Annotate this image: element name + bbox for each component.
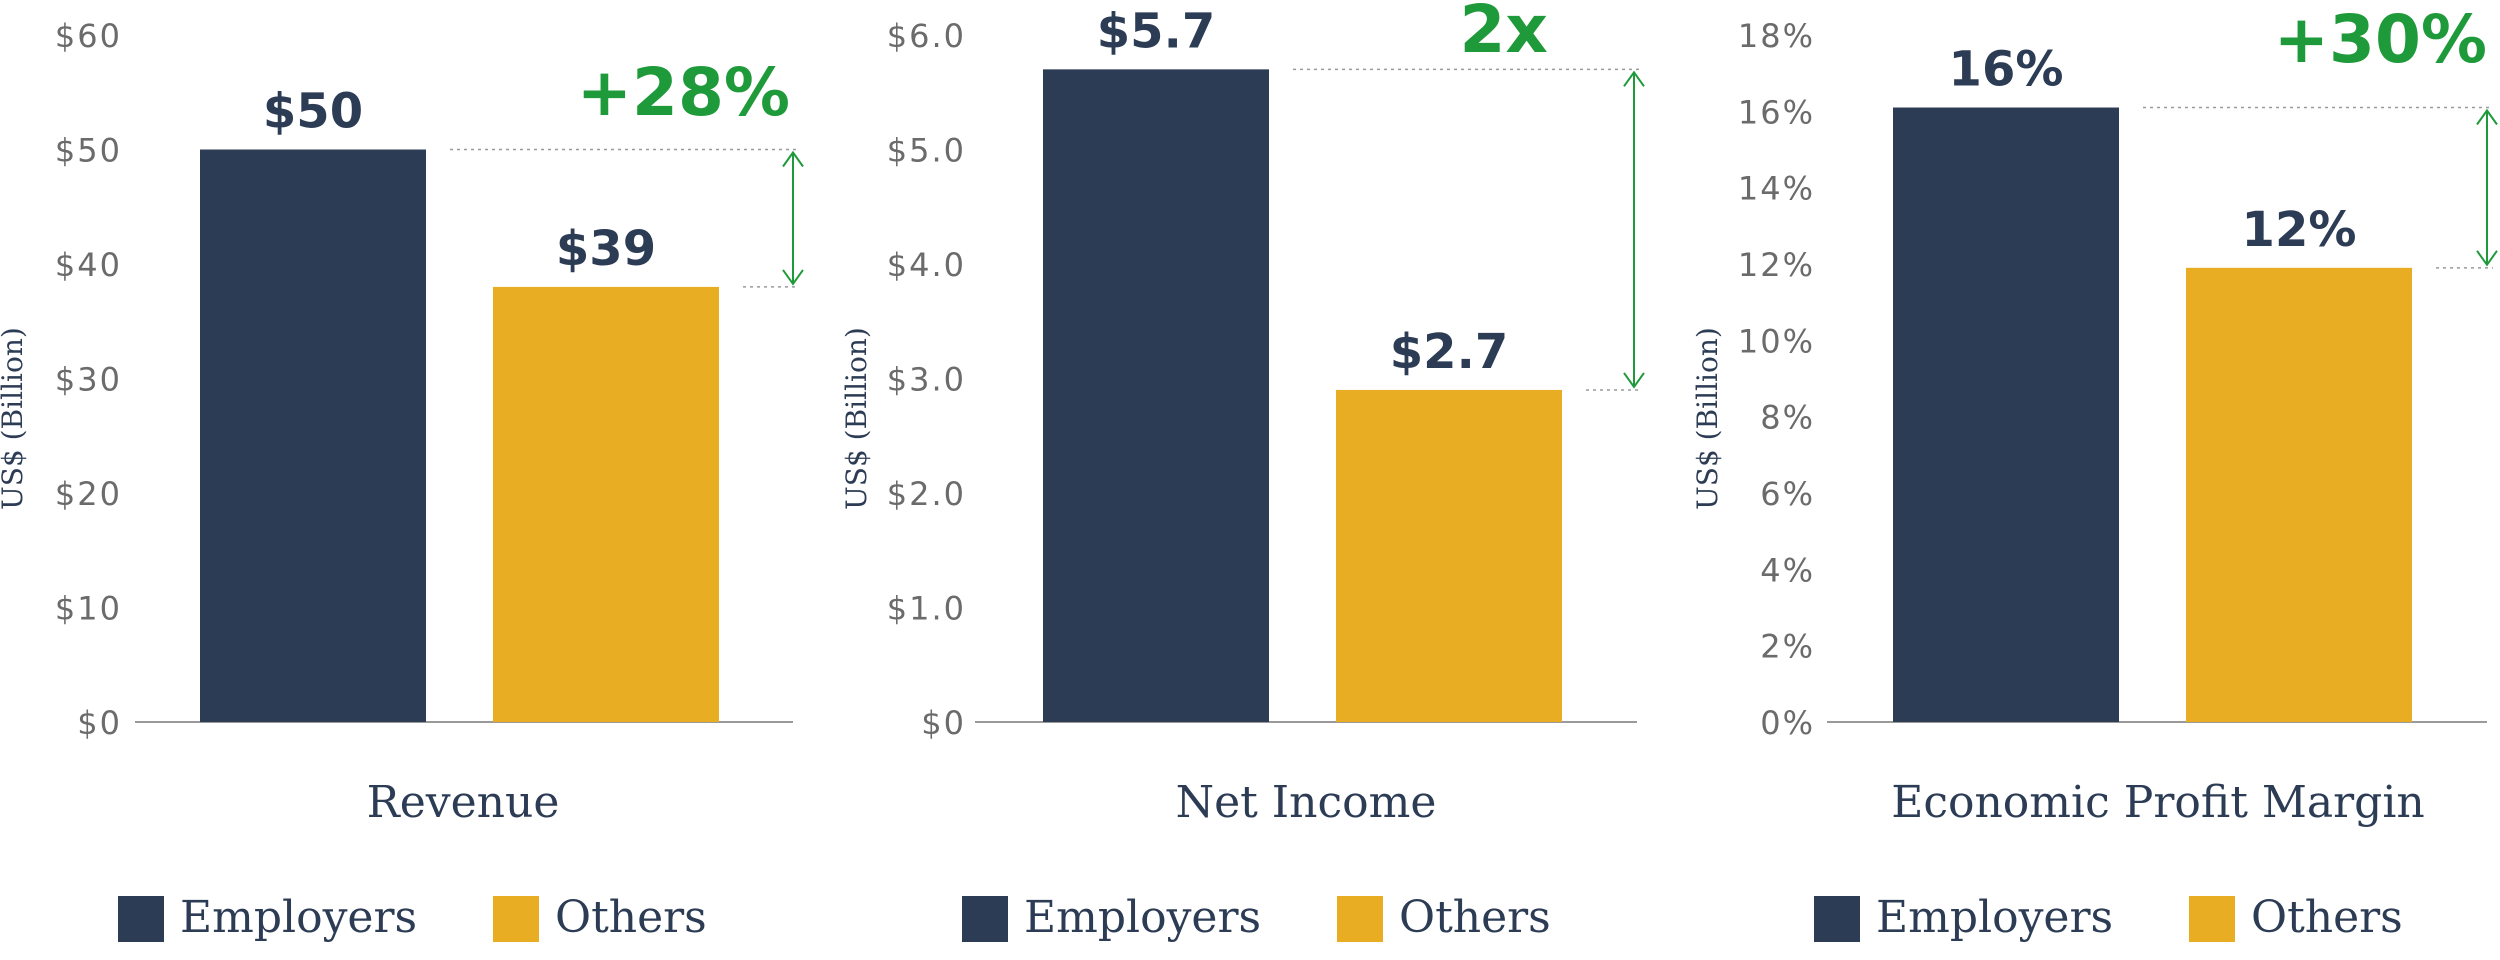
y-tick-label: 14% [1738, 170, 1815, 208]
bar-others [493, 286, 719, 722]
y-tick-label: 6% [1760, 475, 1815, 513]
legend-label-others: Others [2251, 892, 2403, 943]
y-tick-label: $0 [77, 704, 122, 742]
y-tick-label: $40 [55, 246, 122, 284]
comparison-arrow-head-down [1623, 372, 1645, 389]
comparison-label: +30% [2274, 1, 2487, 78]
chart-panel-1: US$ (Billion) $0 $1.0 $2.0 $3.0 $4.0 $5.0 $6.0 $… [840, 0, 1645, 943]
y-tick-label: $6.0 [887, 17, 966, 55]
bar-employers [200, 149, 426, 722]
bar-value-label: $2.7 [1390, 324, 1508, 380]
y-tick-label: $5.0 [887, 132, 966, 170]
y-tick-label: $20 [55, 475, 122, 513]
y-axis-label: US$ (Billion) [0, 327, 29, 510]
comparison-arrow-head-down [782, 269, 804, 286]
bar-value-label: $5.7 [1097, 3, 1215, 59]
legend-label-employers: Employers [1876, 892, 2113, 943]
chart-title: Revenue [367, 777, 560, 828]
bar-value-label: $50 [263, 84, 363, 140]
chart-panel-0: US$ (Billion) $0 $10 $20 $30 $40 $50 $60 $50 $39 +… [0, 17, 804, 943]
y-tick-label: $4.0 [887, 246, 966, 284]
y-tick-label: $60 [55, 17, 122, 55]
y-tick-label: $3.0 [887, 361, 966, 399]
y-axis-label: US$ (Billion) [840, 327, 873, 510]
legend-swatch-others [1337, 896, 1383, 942]
y-tick-label: $2.0 [887, 475, 966, 513]
y-tick-label: 10% [1738, 322, 1815, 360]
chart-panel-2: US$ (Billion) 0% 2% 4% 6% 8% 10% 12% 14% 16% 18% 16… [1691, 1, 2498, 943]
bar-value-label: 16% [1949, 42, 2064, 98]
bar-value-label: $39 [556, 221, 656, 277]
legend-swatch-others [493, 896, 539, 942]
comparison-arrow-head-up [2476, 108, 2498, 126]
y-tick-label: $1.0 [887, 590, 966, 628]
legend: Employers Others [1814, 892, 2403, 943]
y-axis-label: US$ (Billion) [1691, 327, 1724, 510]
legend-swatch-employers [118, 896, 164, 942]
legend-label-others: Others [1399, 892, 1551, 943]
chart-title: Economic Profit Margin [1891, 777, 2425, 828]
y-tick-label: $30 [55, 361, 122, 399]
legend-label-others: Others [555, 892, 707, 943]
y-tick-label: 12% [1738, 246, 1815, 284]
bar-others [2186, 267, 2412, 722]
legend-swatch-employers [962, 896, 1008, 942]
chart-title: Net Income [1176, 777, 1437, 828]
y-tick-label: $50 [55, 132, 122, 170]
legend-swatch-employers [1814, 896, 1860, 942]
bar-employers [1043, 69, 1269, 723]
y-tick-label: 2% [1760, 628, 1815, 666]
y-tick-label: $10 [55, 590, 122, 628]
comparison-label: 2x [1460, 0, 1549, 68]
legend-swatch-others [2189, 896, 2235, 942]
comparison-label: +28% [577, 54, 790, 131]
comparison-arrow-head-down [2476, 250, 2498, 267]
comparison-arrow-head-up [782, 150, 804, 168]
legend: Employers Others [962, 892, 1551, 943]
y-tick-label: 18% [1738, 17, 1815, 55]
legend-label-employers: Employers [180, 892, 417, 943]
bar-employers [1893, 107, 2119, 723]
legend-label-employers: Employers [1024, 892, 1261, 943]
y-tick-label: 0% [1760, 704, 1815, 742]
y-tick-label: $0 [921, 704, 966, 742]
y-tick-label: 8% [1760, 399, 1815, 437]
legend: Employers Others [118, 892, 707, 943]
bar-value-label: 12% [2242, 202, 2357, 258]
comparison-arrow-head-up [1623, 70, 1645, 87]
y-tick-label: 4% [1760, 551, 1815, 589]
bar-others [1336, 389, 1562, 722]
y-tick-label: 16% [1738, 93, 1815, 131]
